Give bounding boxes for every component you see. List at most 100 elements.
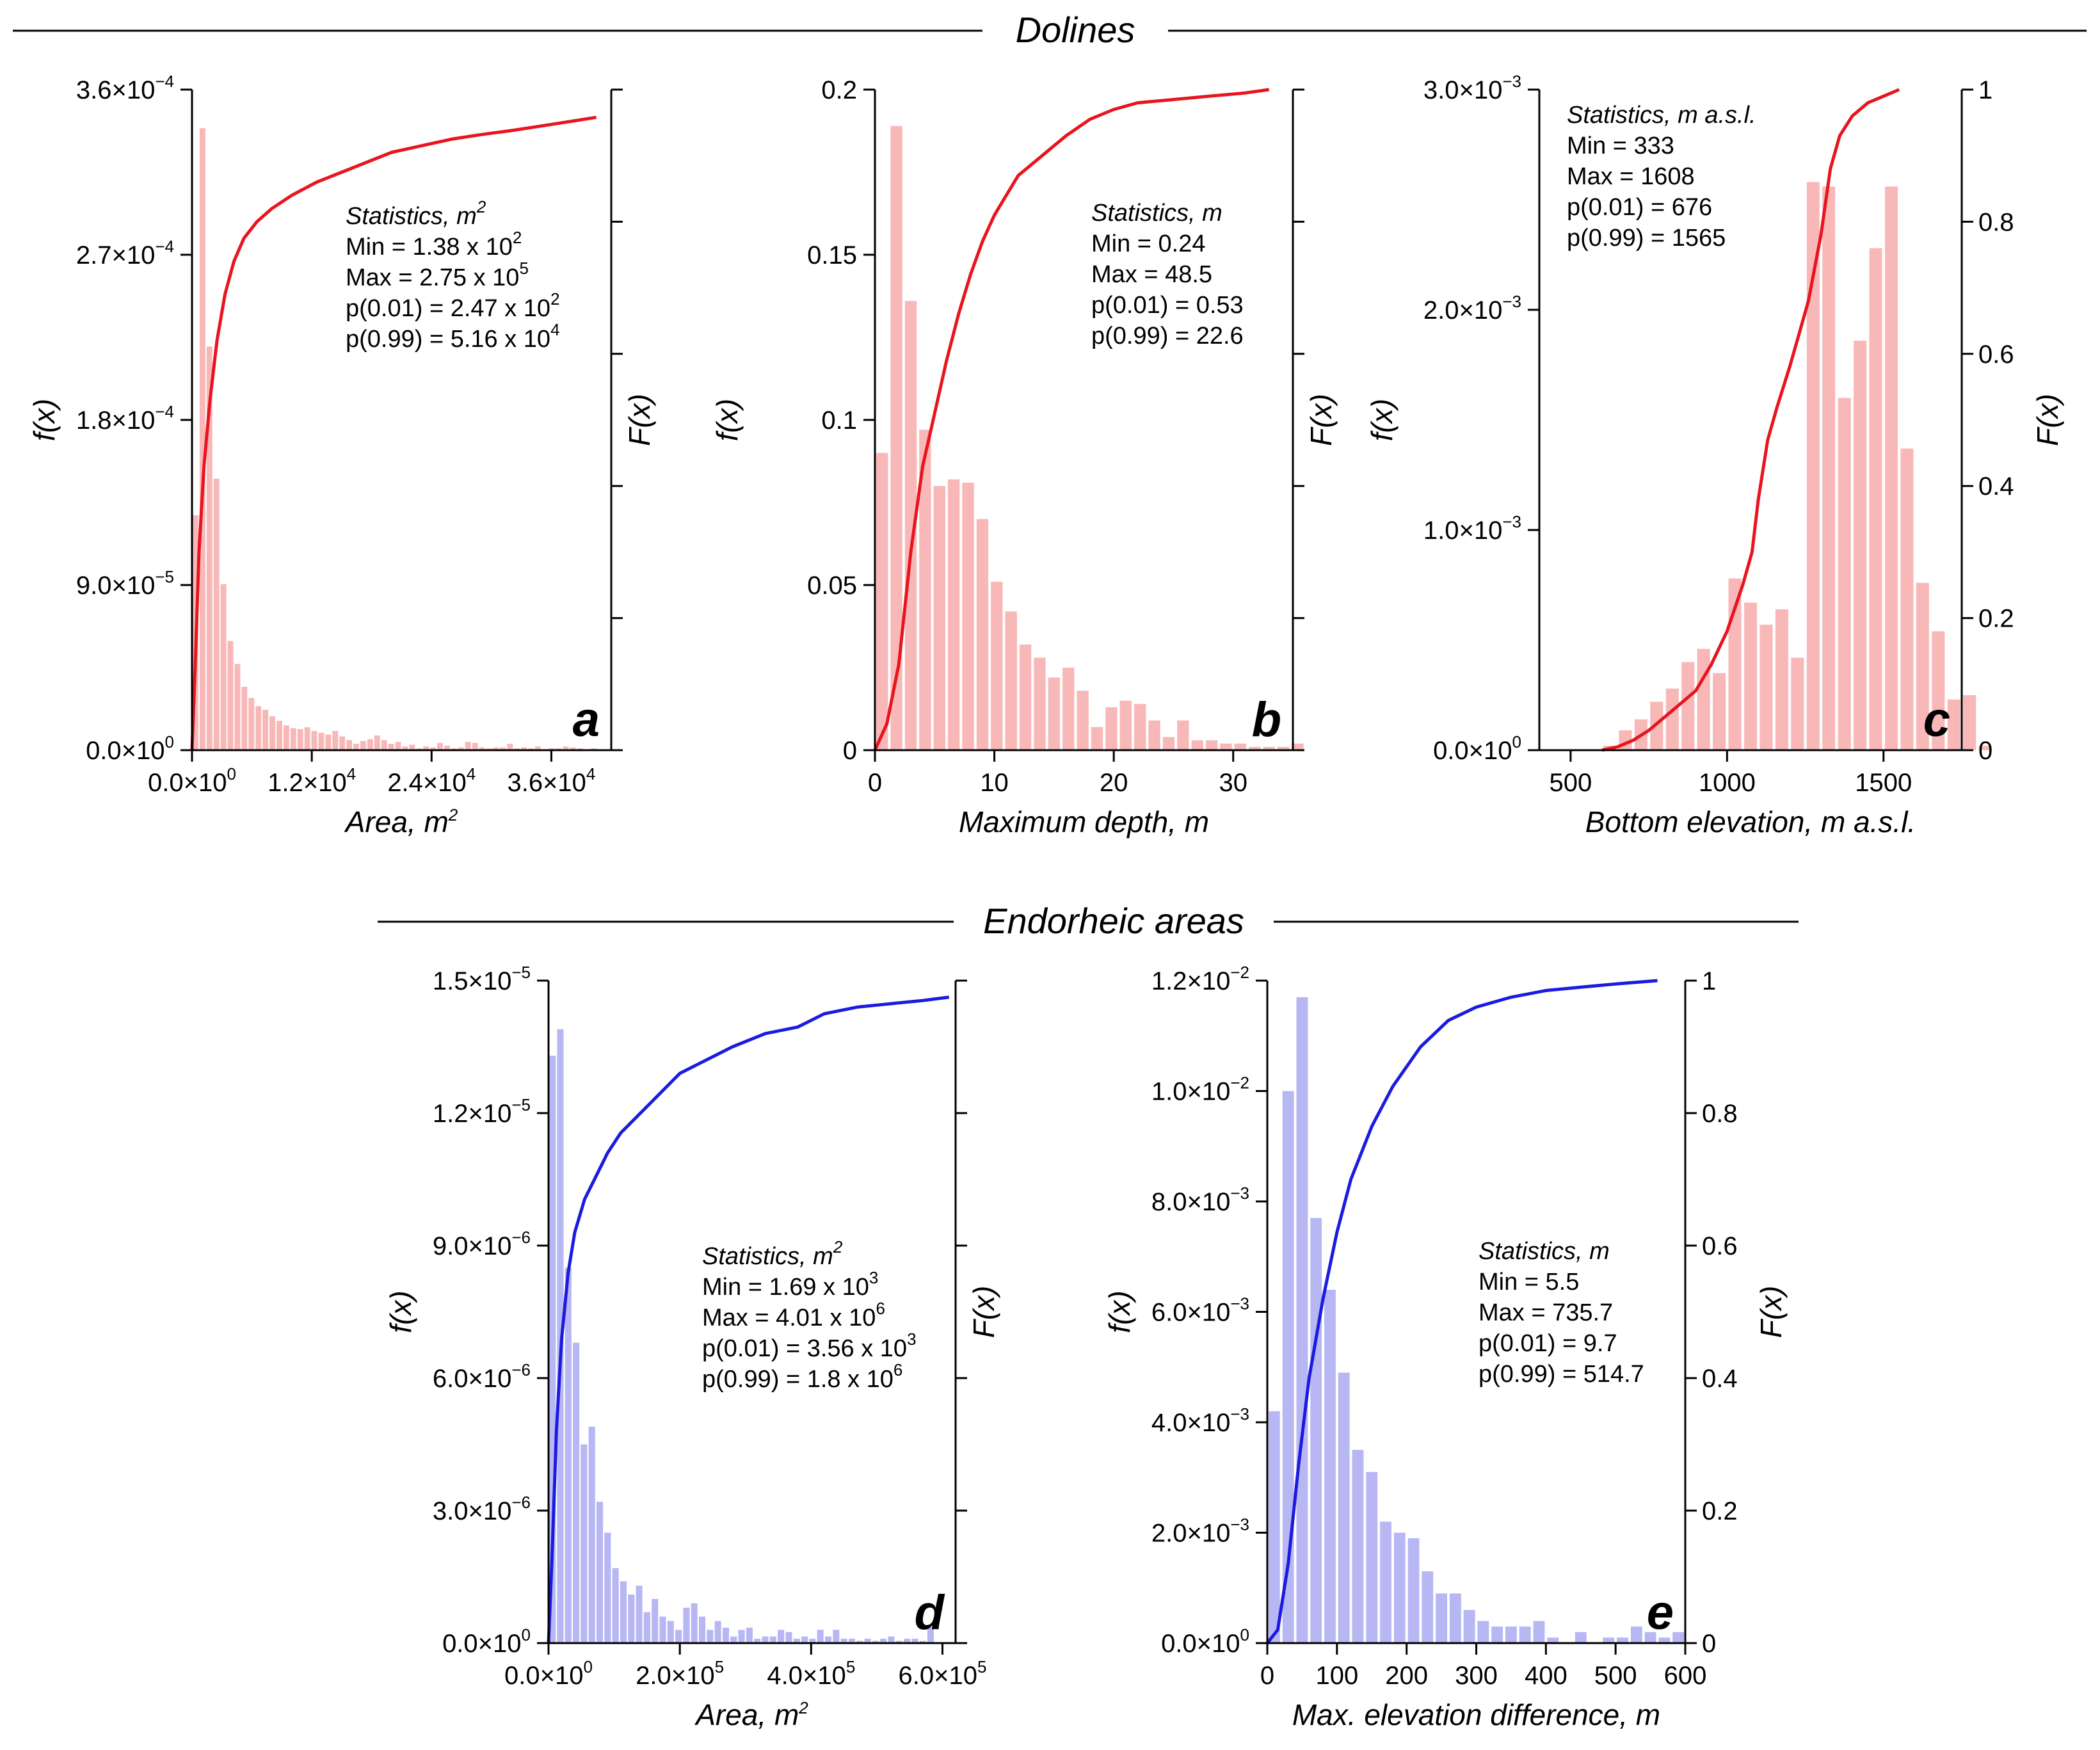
histogram-bar — [367, 739, 373, 750]
histogram-bar — [919, 1641, 926, 1643]
y-tick-label-main: 0.0×10 — [86, 737, 164, 765]
stats-line: p(0.01) = 9.7 — [1479, 1330, 1617, 1357]
y-tick-label: 0.0×100 — [442, 1625, 531, 1658]
histogram-bar — [493, 747, 499, 750]
y-tick-label: 9.0×10−6 — [433, 1228, 531, 1260]
y-tick-label-main: 2.7×10 — [76, 241, 155, 269]
y-tick-label-main: 0.2 — [821, 76, 857, 104]
histogram-bar — [864, 1639, 871, 1643]
histogram-bar — [833, 1630, 840, 1643]
y2-tick-label: 1 — [1702, 967, 1716, 995]
stats-line: Min = 5.5 — [1479, 1269, 1579, 1296]
histogram-bar — [620, 1581, 627, 1643]
panel-letter: a — [573, 693, 600, 747]
stats-line-main: Max = 4.01 x 10 — [702, 1304, 876, 1331]
stats-line: Max = 48.5 — [1091, 261, 1212, 288]
y2-tick-label: 0.4 — [1702, 1365, 1738, 1393]
cdf-line — [190, 115, 597, 751]
histogram-bar — [667, 1621, 674, 1643]
histogram-bar — [1422, 1571, 1434, 1643]
x-tick-label-main: 0 — [1260, 1662, 1274, 1690]
histogram-bar — [1268, 1411, 1280, 1643]
stats-line-main: p(0.01) = 2.47 x 10 — [346, 295, 550, 322]
y-axis-label: f(x) — [710, 399, 744, 441]
x-tick-label: 1.2×104 — [268, 764, 356, 797]
x-tick-label: 600 — [1664, 1662, 1707, 1690]
y-tick-label-main: 3.6×10 — [76, 76, 155, 104]
x-tick-label: 2.4×104 — [387, 764, 476, 797]
panel-letter: e — [1647, 1585, 1674, 1640]
y-tick-label-main: 4.0×10 — [1151, 1409, 1230, 1437]
panel-a: 0.0×1009.0×10−51.8×10−42.7×10−43.6×10−40… — [28, 72, 656, 839]
stats-line: Max = 4.01 x 106 — [702, 1299, 885, 1331]
x-tick-label: 30 — [1219, 769, 1247, 797]
x-tick-label-main: 1.2×10 — [268, 769, 346, 797]
histogram-bar — [793, 1639, 800, 1643]
histogram-bar — [1220, 743, 1232, 750]
histogram-bar — [1191, 740, 1203, 750]
y2-tick-label: 0.8 — [1978, 208, 2014, 236]
stats-line-main: p(0.99) = 22.6 — [1091, 323, 1244, 349]
stats-line: p(0.99) = 1565 — [1567, 225, 1726, 252]
stats-line-main: Max = 2.75 x 10 — [346, 264, 519, 291]
y-tick-label: 6.0×10−6 — [433, 1360, 531, 1393]
stats-line: Min = 1.69 x 103 — [702, 1268, 878, 1301]
y-tick-label: 1.2×10−2 — [1151, 963, 1249, 995]
x-axis-label-main: Area, m — [694, 1698, 799, 1731]
y2-tick-label: 0.8 — [1702, 1100, 1738, 1128]
histogram-bar — [353, 743, 360, 750]
histogram-bar — [1034, 657, 1046, 750]
histogram-bar — [1775, 609, 1788, 750]
stats-line-sup: 5 — [519, 259, 528, 278]
histogram-bar — [1519, 1626, 1531, 1643]
y2-tick-label: 0.2 — [1702, 1497, 1738, 1525]
histogram-bar — [1134, 703, 1146, 750]
x-tick-label: 500 — [1550, 769, 1592, 797]
x-tick-label: 6.0×105 — [899, 1657, 987, 1690]
stats-line-main: Min = 1.38 x 10 — [346, 234, 513, 261]
x-tick-label-sup: 5 — [846, 1657, 855, 1676]
y-tick-label: 4.0×10−3 — [1151, 1404, 1249, 1437]
histogram-bar — [255, 706, 262, 750]
stats-line-main: Min = 5.5 — [1479, 1269, 1579, 1296]
histogram-bar — [824, 1636, 832, 1643]
histogram-bar — [1947, 699, 1960, 750]
stats-title: Statistics, m — [1091, 200, 1222, 227]
y-tick-label-sup: −3 — [1230, 1184, 1249, 1203]
histogram-bar — [643, 1612, 650, 1643]
stats-line: p(0.99) = 22.6 — [1091, 323, 1244, 349]
y2-axis-label: F(x) — [1304, 394, 1338, 446]
x-tick-label-sup: 5 — [715, 1657, 724, 1676]
histogram-bar — [947, 479, 960, 750]
stats-line: p(0.01) = 676 — [1567, 194, 1712, 221]
stats-title-sup: 2 — [833, 1237, 843, 1256]
y-tick-label-main: 1.2×10 — [1151, 967, 1230, 995]
histogram-bar — [1650, 702, 1663, 750]
histogram-bar — [933, 486, 945, 750]
histogram-bar — [570, 747, 576, 750]
x-tick-label-main: 10 — [980, 769, 1009, 797]
panel-letter: d — [915, 1585, 945, 1640]
y2-axis-label: F(x) — [1754, 1286, 1788, 1338]
y-tick-label: 3.0×10−6 — [433, 1493, 531, 1525]
histogram-bar — [714, 1621, 721, 1643]
x-tick-label-main: 200 — [1385, 1662, 1428, 1690]
histogram-bar — [1062, 668, 1075, 750]
y2-tick-label: 0.2 — [1978, 605, 2014, 633]
histogram-bar — [817, 1630, 824, 1643]
stats-line: Min = 1.38 x 102 — [346, 228, 522, 261]
histogram-bar — [290, 728, 296, 750]
y-tick-label-main: 9.0×10 — [76, 572, 155, 600]
x-tick-label-main: 500 — [1594, 1662, 1637, 1690]
y-tick-label: 0.0×100 — [1161, 1625, 1249, 1658]
histogram-bar — [1617, 1637, 1628, 1643]
histogram-bar — [904, 301, 917, 750]
y-tick-label: 2.0×10−3 — [1423, 292, 1521, 325]
x-axis-label: Area, m2 — [694, 1698, 808, 1731]
stats-line-sup: 6 — [894, 1360, 902, 1379]
y-tick-label-sup: −5 — [511, 963, 531, 982]
histogram-bar — [1463, 1610, 1475, 1643]
x-tick-label-main: 30 — [1219, 769, 1247, 797]
histogram-bar — [1697, 648, 1710, 750]
histogram-bar — [746, 1627, 753, 1643]
